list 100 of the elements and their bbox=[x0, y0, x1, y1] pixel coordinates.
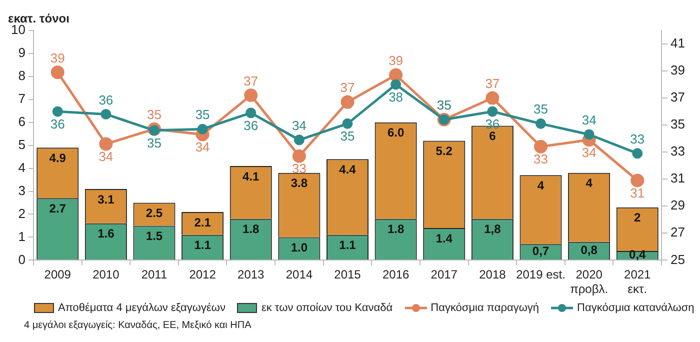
y2-tick-label: 31 bbox=[670, 170, 686, 186]
total-label: 4.9 bbox=[49, 150, 66, 165]
y2-tick-label: 29 bbox=[670, 198, 686, 213]
y-tick-label: 0 bbox=[18, 252, 26, 267]
total-label: 4 bbox=[586, 176, 593, 190]
point bbox=[534, 140, 548, 154]
data-label: 33 bbox=[534, 152, 548, 167]
y-tick-label: 5 bbox=[18, 136, 26, 152]
y2-tick-label: 35 bbox=[670, 116, 686, 132]
data-label: 1.5 bbox=[146, 229, 163, 244]
point bbox=[630, 174, 644, 188]
y-tick-label: 6 bbox=[18, 114, 26, 129]
point bbox=[197, 124, 208, 134]
data-label: 39 bbox=[388, 53, 404, 68]
x-tick-label: 2015 bbox=[334, 268, 362, 282]
point bbox=[536, 118, 546, 129]
data-label: 34 bbox=[292, 118, 306, 133]
x-tick-label: 2019 est. bbox=[516, 268, 566, 282]
x-tick-label: 2018 bbox=[479, 268, 506, 282]
x-tick-label: 2012 bbox=[189, 268, 216, 282]
data-label: 0,4 bbox=[629, 248, 646, 262]
data-label: 1.6 bbox=[98, 226, 115, 241]
point bbox=[342, 118, 353, 129]
legend-label: Παγκόσμια κατανάλωση bbox=[577, 302, 694, 314]
x-tick-label: 2011 bbox=[141, 268, 168, 282]
x-tick-label: 2010 bbox=[92, 268, 120, 282]
data-label: 36 bbox=[50, 116, 65, 132]
y-tick-label: 4 bbox=[18, 160, 26, 175]
data-label: 36 bbox=[98, 92, 114, 108]
y-tick-label: 3 bbox=[18, 182, 26, 198]
y-tick-label: 9 bbox=[18, 44, 26, 60]
point bbox=[340, 95, 354, 109]
data-label: 1,8 bbox=[484, 222, 502, 236]
legend-label: Αποθέματα 4 μεγάλων εξαγωγέων bbox=[58, 302, 226, 314]
point bbox=[584, 129, 594, 140]
point bbox=[100, 108, 112, 120]
data-label: 38 bbox=[388, 90, 404, 105]
data-label: 1.1 bbox=[339, 238, 356, 252]
point bbox=[244, 88, 258, 102]
y-tick-label: 8 bbox=[18, 68, 26, 83]
x-tick-label: 2016 bbox=[382, 268, 410, 282]
data-label: 37 bbox=[485, 76, 500, 92]
y2-tick-label: 25 bbox=[670, 252, 686, 267]
data-label: 2.7 bbox=[49, 201, 66, 216]
point bbox=[486, 91, 500, 105]
data-label: 31 bbox=[630, 186, 645, 201]
total-label: 2 bbox=[634, 210, 642, 225]
data-label: 35 bbox=[340, 128, 355, 144]
x-tick-label: 2017 bbox=[430, 268, 458, 282]
data-label: 37 bbox=[244, 73, 258, 88]
total-label: 2.5 bbox=[146, 206, 163, 220]
data-label: 35 bbox=[147, 136, 162, 151]
total-label: 4.1 bbox=[242, 169, 260, 184]
data-label: 1.1 bbox=[194, 238, 212, 252]
x-tick-label: 2020 προβλ. bbox=[570, 268, 608, 296]
data-label: 1.0 bbox=[290, 240, 308, 255]
x-tick-label: 2009 bbox=[44, 268, 72, 282]
data-label: 1.4 bbox=[436, 231, 453, 246]
point bbox=[487, 106, 498, 117]
legend-label: εκ των οποίων του Καναδά bbox=[261, 302, 393, 314]
data-label: 34 bbox=[195, 140, 210, 155]
total-label: 6.0 bbox=[387, 126, 404, 140]
data-label: 1.8 bbox=[387, 222, 404, 236]
data-label: 33 bbox=[292, 161, 306, 176]
y-tick-label: 7 bbox=[18, 90, 26, 106]
y2-tick-label: 41 bbox=[670, 35, 686, 50]
point bbox=[246, 108, 256, 118]
point bbox=[389, 68, 403, 82]
data-label: 33 bbox=[630, 131, 645, 146]
data-label: 35 bbox=[436, 98, 452, 113]
total-label: 3.1 bbox=[98, 192, 115, 206]
total-label: 5.2 bbox=[436, 144, 453, 158]
total-label: 4.4 bbox=[339, 162, 356, 176]
point bbox=[50, 66, 64, 80]
data-label: 0,7 bbox=[532, 244, 550, 258]
y-tick-label: 1 bbox=[18, 228, 26, 244]
x-tick-label: 2021 εκτ. bbox=[624, 268, 652, 296]
point bbox=[294, 134, 304, 146]
data-label: 34 bbox=[98, 149, 114, 164]
point bbox=[632, 148, 643, 159]
total-label: 2.1 bbox=[194, 215, 212, 230]
y2-tick-label: 37 bbox=[670, 90, 686, 105]
text: 4 μεγάλοι εξαγωγείς: Καναδάς, ΕΕ, Μεξικό και ΗΠΑ bbox=[23, 320, 252, 331]
data-label: 34 bbox=[582, 144, 596, 160]
point bbox=[292, 149, 306, 163]
x-tick-label: 2013 bbox=[238, 268, 265, 282]
data-label: 0,8 bbox=[580, 243, 598, 258]
x-tick-label: 2014 bbox=[286, 268, 313, 282]
point bbox=[148, 125, 160, 136]
y2-tick-label: 33 bbox=[670, 144, 686, 159]
point bbox=[99, 137, 113, 151]
y-tick-label: 2 bbox=[18, 206, 26, 221]
point bbox=[390, 79, 402, 90]
total-label: 4 bbox=[537, 178, 544, 192]
data-label: 37 bbox=[340, 80, 355, 96]
data-label: 1.8 bbox=[242, 222, 260, 236]
data-label: 35 bbox=[195, 107, 210, 122]
data-label: 35 bbox=[147, 107, 162, 122]
total-label: 3.8 bbox=[290, 176, 308, 190]
total-label: 6 bbox=[489, 129, 496, 144]
